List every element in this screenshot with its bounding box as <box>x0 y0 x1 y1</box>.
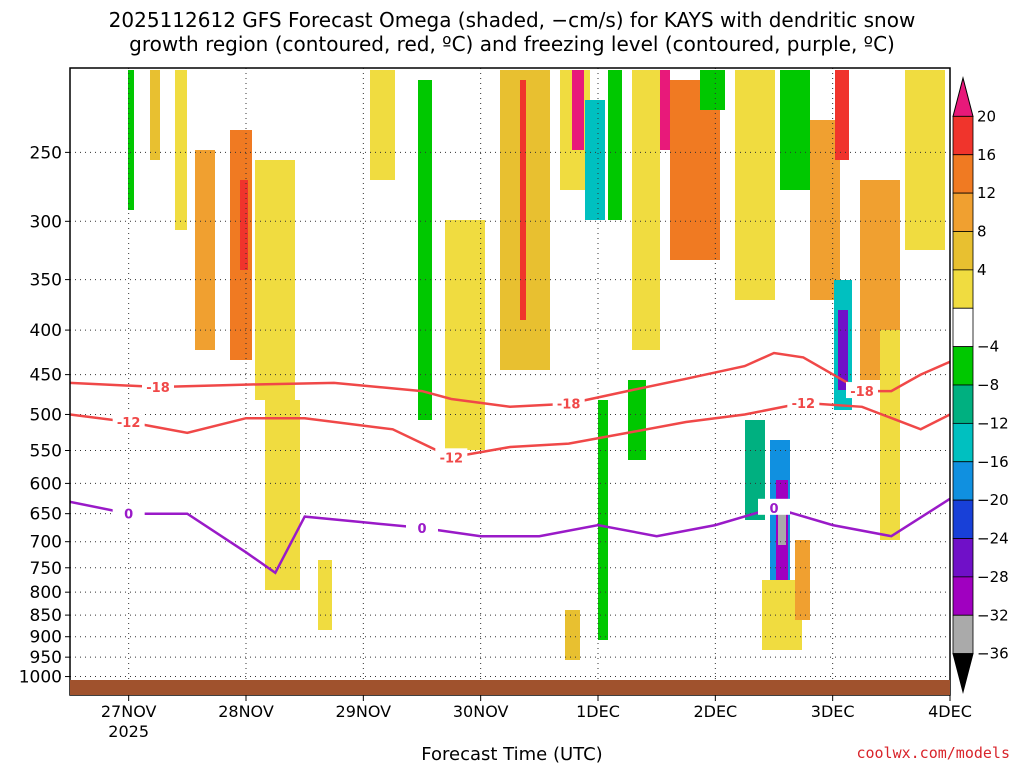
contour-label-bg <box>112 504 145 521</box>
contour-label-bg <box>846 382 878 399</box>
y-tick-label: 350 <box>30 271 62 291</box>
y-tick-label: 700 <box>30 533 62 553</box>
colorbar-label: −28 <box>977 568 1009 586</box>
colorbar-swatch <box>952 154 974 194</box>
contour-label: -12 <box>792 397 816 412</box>
x-tick-label: 2DEC <box>693 702 737 721</box>
y-tick-label: 300 <box>30 212 62 232</box>
contour-label: -18 <box>557 398 581 413</box>
x-tick-label: 28NOV <box>218 702 274 721</box>
contour-line <box>70 497 950 575</box>
ground-surface <box>70 680 950 695</box>
colorbar-swatch <box>952 269 974 309</box>
colorbar-label: −8 <box>977 376 999 394</box>
colorbar-arrow-top <box>952 76 974 117</box>
colorbar-label: −24 <box>977 530 1009 548</box>
y-tick-label: 900 <box>30 628 62 648</box>
omega-shading <box>128 70 945 660</box>
colorbar-arrow-bottom <box>952 653 974 694</box>
credit-text: coolwx.com/models <box>856 744 1010 762</box>
y-tick-label: 850 <box>30 606 62 626</box>
y-tick-label: 500 <box>30 405 62 425</box>
chart-title-line-2: growth region (contoured, red, ºC) and f… <box>129 32 895 56</box>
colorbar-label: 4 <box>977 261 987 279</box>
contour-label-bg <box>435 448 468 465</box>
colorbar-swatch <box>952 384 974 424</box>
colorbar-label: 8 <box>977 223 987 241</box>
y-tick-label: 400 <box>30 321 62 341</box>
colorbar-swatch <box>952 115 974 156</box>
colorbar-swatch <box>952 614 974 655</box>
colorbar-label: −20 <box>977 491 1009 509</box>
colorbar-swatch <box>952 231 974 271</box>
y-tick-label: 550 <box>30 442 62 462</box>
colorbar-swatch <box>952 192 974 232</box>
contour-label: -18 <box>146 381 170 396</box>
contour-label-bg <box>112 412 145 429</box>
x-axis-label: Forecast Time (UTC) <box>421 744 603 765</box>
colorbar-swatch <box>952 346 974 386</box>
grid-lines <box>70 68 950 695</box>
y-tick-label: 600 <box>30 474 62 494</box>
x-tick-label: 27NOV <box>101 702 157 721</box>
colorbar-label: 12 <box>977 184 996 202</box>
colorbar-swatch <box>952 538 974 578</box>
contour-label: 0 <box>769 502 778 517</box>
colorbar-label: −36 <box>977 645 1009 663</box>
contour-label-bg <box>406 518 438 535</box>
colorbar-swatch <box>952 422 974 463</box>
y-tick-label: 950 <box>30 648 62 668</box>
colorbar-label: −12 <box>977 414 1009 432</box>
contour-label-bg <box>758 498 790 515</box>
colorbar: 20 16 12 8 4 −4 −8 −12 −16 −20 −24 −28 −32 −36 <box>952 76 1009 694</box>
y-tick-label: 800 <box>30 583 62 603</box>
plot-area: -18 -18 -18 -12 -12 -12 0 0 0 <box>70 68 950 695</box>
contour-label: 0 <box>124 508 133 523</box>
colorbar-swatch <box>952 576 974 616</box>
contour-label-bg <box>552 394 585 411</box>
x-tick-label: 1DEC <box>576 702 620 721</box>
x-tick-label: 30NOV <box>453 702 509 721</box>
contour-label: -12 <box>440 451 464 466</box>
y-tick-label: 650 <box>30 505 62 525</box>
contour-line <box>70 401 950 459</box>
x-tick-label: 4DEC <box>928 702 972 721</box>
x-tick-label: 29NOV <box>336 702 392 721</box>
colorbar-label: −32 <box>977 606 1009 624</box>
contour-label-bg <box>142 378 174 395</box>
colorbar-label: −16 <box>977 453 1009 471</box>
y-tick-label: 1000 <box>19 668 62 688</box>
y-tick-label: 250 <box>30 143 62 163</box>
contour-label: -12 <box>117 416 141 431</box>
y-axis: 2503003504004505005506006507007508008509… <box>19 143 70 688</box>
contour-label: -18 <box>850 385 874 400</box>
colorbar-swatch <box>952 307 974 348</box>
y-tick-label: 450 <box>30 366 62 386</box>
colorbar-label: 16 <box>977 146 996 164</box>
x-tick-label: 3DEC <box>811 702 855 721</box>
contours: -18 -18 -18 -12 -12 -12 0 0 0 <box>70 351 950 575</box>
colorbar-label: −4 <box>977 338 999 356</box>
x-year-label: 2025 <box>108 722 149 741</box>
x-axis: 27NOV 28NOV 29NOV 30NOV 1DEC 2DEC 3DEC 4DEC 2025 <box>101 695 972 741</box>
colorbar-label: 20 <box>977 107 996 125</box>
colorbar-swatch <box>952 499 974 539</box>
y-tick-label: 750 <box>30 559 62 579</box>
colorbar-swatch <box>952 461 974 501</box>
contour-label-bg <box>787 393 820 410</box>
chart-title-line-1: 2025112612 GFS Forecast Omega (shaded, −… <box>108 8 916 32</box>
contour-label: 0 <box>417 522 426 537</box>
